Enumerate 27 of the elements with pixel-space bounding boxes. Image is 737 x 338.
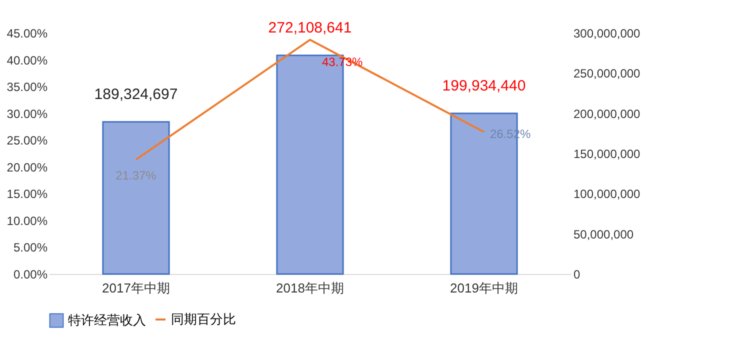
y-tick-label: 45.00% bbox=[6, 26, 48, 40]
data-label: 189,324,697 bbox=[94, 86, 178, 103]
y2-tick-label: 0 bbox=[574, 268, 580, 282]
data-label: 272,108,641 bbox=[268, 19, 352, 36]
x-tick-label: 2018年中期 bbox=[276, 280, 344, 296]
legend-label: 特许经营收入 bbox=[68, 312, 146, 328]
y-tick-label: 5.00% bbox=[13, 240, 48, 255]
y-tick-label: 10.00% bbox=[6, 214, 48, 228]
data-label: 199,934,440 bbox=[442, 77, 526, 94]
y2-tick-label: 150,000,000 bbox=[574, 147, 641, 161]
y2-tick-label: 300,000,000 bbox=[574, 26, 641, 40]
y2-tick-label: 100,000,000 bbox=[574, 187, 641, 202]
y-tick-label: 15.00% bbox=[6, 187, 48, 202]
y-tick-label: 30.00% bbox=[6, 106, 48, 121]
y-tick-label: 25.00% bbox=[6, 134, 48, 148]
bar bbox=[102, 121, 170, 275]
y-tick-label: 20.00% bbox=[6, 160, 48, 174]
y-tick-label: 40.00% bbox=[6, 53, 48, 68]
legend-label: 同期百分比 bbox=[171, 312, 236, 326]
data-label: 21.37% bbox=[116, 168, 157, 183]
y2-tick-label: 50,000,000 bbox=[574, 227, 634, 242]
y2-tick-label: 250,000,000 bbox=[574, 66, 641, 81]
y-tick-label: 35.00% bbox=[6, 80, 48, 94]
x-tick-label: 2019年中期 bbox=[450, 280, 518, 296]
y2-tick-label: 200,000,000 bbox=[574, 106, 641, 121]
y-tick-label: 0.00% bbox=[13, 268, 48, 282]
x-tick-label: 2017年中期 bbox=[102, 280, 170, 296]
